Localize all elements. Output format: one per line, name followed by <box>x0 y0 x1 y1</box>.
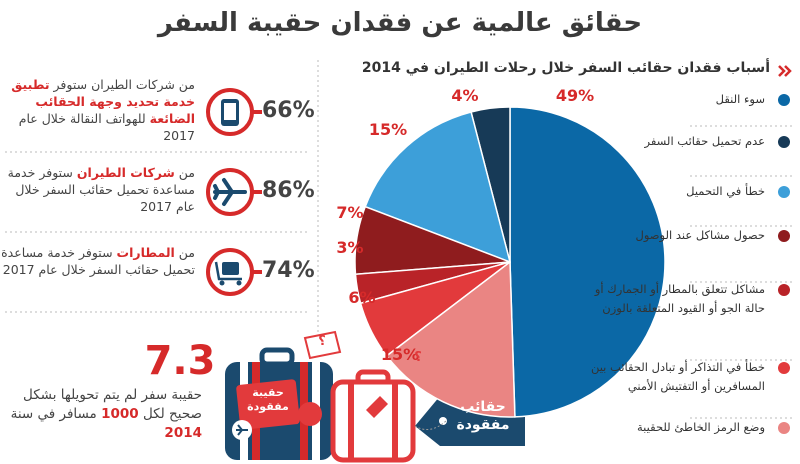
legend-label: مشاكل تتعلق بالمطار أو الجمارك أو حالة ا… <box>594 282 765 315</box>
text: ستوفر خدمة مساعدة تحميل حقائب السفر خلال… <box>7 165 195 214</box>
stat-percent: 86% <box>262 178 315 203</box>
legend-label: حصول مشاكل عند الوصول <box>635 228 765 242</box>
plane-icon <box>206 168 262 216</box>
pie-slice <box>385 260 516 418</box>
highlight-text: المطارات <box>116 245 175 260</box>
legend-label: خطأ في التحميل <box>686 184 765 198</box>
data-label: 49% <box>555 86 595 105</box>
text: ستوفر خدمة مساعدة تحميل حقائب السفر خلال… <box>1 245 195 277</box>
stat-text: من شركات الطيران ستوفر تطبيق خدمة تحديد … <box>0 76 195 144</box>
stat-percent: 66% <box>262 98 315 123</box>
highlight-text: 1000 <box>101 406 139 422</box>
highlight-text: 2014 <box>164 425 202 441</box>
suitcase-tag: حقيبة مفقودة <box>247 386 289 413</box>
legend-label: عدم تحميل حقائب السفر <box>644 134 765 148</box>
pie-slice <box>364 111 512 264</box>
data-label: 7% <box>336 203 364 222</box>
stat-text: من شركات الطيران ستوفر خدمة مساعدة تحميل… <box>0 164 195 215</box>
legend-swatch <box>778 230 790 242</box>
legend-swatch <box>778 94 790 106</box>
legend-label: وضع الرمز الخاطئ للحقيبة <box>637 420 765 434</box>
text: للهواتف النقالة خلال عام 2017 <box>18 111 195 143</box>
pie-slice <box>509 106 666 418</box>
chevron-icon <box>778 65 792 77</box>
phone-icon <box>206 88 262 136</box>
footnote-text: حقيبة سفر لم يتم تحويلها بشكل صحيح لكل 1… <box>2 386 202 443</box>
legend-swatch <box>778 422 790 434</box>
question-tag: ؟ <box>318 334 326 349</box>
legend-swatch <box>778 186 790 198</box>
data-label: 6% <box>348 288 376 307</box>
text: من <box>174 245 195 260</box>
highlight-text: تطبيق خدمة تحديد وجهة الحقائب الضائعة <box>11 77 195 126</box>
data-label: 4% <box>451 86 479 105</box>
legend-label: خطأ في التذاكر أو تبادل الحقائب بين المس… <box>590 360 765 393</box>
text: من شركات الطيران ستوفر <box>49 77 195 92</box>
question-tag: ؟ <box>414 350 422 365</box>
badge-tag: حقائب مفقودة <box>456 399 510 433</box>
chart-title: أسباب فقدان حقائب السفر خلال رحلات الطير… <box>361 60 770 76</box>
stat-text: من المطارات ستوفر خدمة مساعدة تحميل حقائ… <box>0 244 195 278</box>
text: مسافر في سنة <box>10 406 102 422</box>
legend-swatch <box>778 136 790 148</box>
data-label: 15% <box>368 120 408 139</box>
cart-icon <box>206 248 262 296</box>
data-label: 15% <box>380 345 420 364</box>
text: حقيبة سفر لم يتم تحويلها بشكل صحيح لكل <box>22 387 202 422</box>
stat-percent: 74% <box>262 258 315 283</box>
legend-swatch <box>778 362 790 374</box>
legend-swatch <box>778 284 790 296</box>
key-number: 7.3 <box>144 338 216 384</box>
page-title: حقائق عالمية عن فقدان حقيبة السفر <box>157 8 643 38</box>
text: من <box>174 165 195 180</box>
highlight-text: شركات الطيران <box>76 165 175 180</box>
data-label: 3% <box>336 238 364 257</box>
legend-label: سوء النقل <box>715 92 765 106</box>
